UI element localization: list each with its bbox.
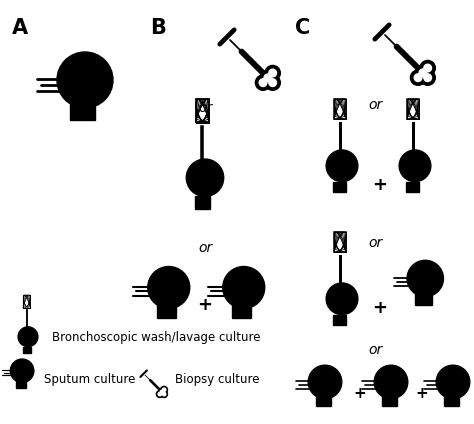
Circle shape xyxy=(264,74,272,82)
Wedge shape xyxy=(229,289,252,301)
Bar xyxy=(334,99,346,119)
Wedge shape xyxy=(404,167,421,176)
Wedge shape xyxy=(441,383,460,393)
Circle shape xyxy=(419,69,427,77)
Text: Sputum culture: Sputum culture xyxy=(44,374,136,387)
Circle shape xyxy=(161,386,167,393)
Text: or: or xyxy=(368,343,382,357)
Bar xyxy=(23,295,30,307)
Bar xyxy=(333,315,346,326)
Circle shape xyxy=(158,392,162,396)
Circle shape xyxy=(410,70,426,85)
Wedge shape xyxy=(313,383,332,393)
Circle shape xyxy=(163,392,166,396)
Circle shape xyxy=(414,74,422,81)
Text: +: + xyxy=(198,296,212,314)
Bar xyxy=(233,304,251,318)
Text: C: C xyxy=(295,18,310,38)
Bar xyxy=(23,347,31,353)
Bar xyxy=(382,395,397,406)
Text: or: or xyxy=(368,98,382,112)
Circle shape xyxy=(161,391,167,397)
Text: Bronchoscopic wash/lavage culture: Bronchoscopic wash/lavage culture xyxy=(52,332,261,344)
Circle shape xyxy=(259,79,267,86)
Text: or: or xyxy=(198,241,212,255)
Circle shape xyxy=(415,65,430,81)
Text: +: + xyxy=(373,299,388,317)
Circle shape xyxy=(255,75,271,90)
Circle shape xyxy=(436,365,470,399)
Circle shape xyxy=(424,74,431,81)
Bar xyxy=(333,181,346,192)
Circle shape xyxy=(424,64,431,72)
Bar xyxy=(334,232,346,252)
Text: or: or xyxy=(368,236,382,250)
Circle shape xyxy=(57,52,113,108)
Wedge shape xyxy=(379,383,398,393)
Circle shape xyxy=(223,267,265,309)
Bar xyxy=(196,99,209,123)
Wedge shape xyxy=(191,179,212,190)
Circle shape xyxy=(18,327,38,347)
Bar xyxy=(406,181,419,192)
Circle shape xyxy=(265,75,280,90)
Circle shape xyxy=(260,70,275,86)
Wedge shape xyxy=(412,280,432,290)
Bar xyxy=(157,304,176,318)
Text: +: + xyxy=(416,385,428,401)
Bar xyxy=(70,102,95,120)
Wedge shape xyxy=(21,338,32,343)
Circle shape xyxy=(148,267,190,309)
Text: Biopsy culture: Biopsy culture xyxy=(175,374,259,387)
Circle shape xyxy=(420,60,435,76)
Circle shape xyxy=(186,159,224,196)
Bar xyxy=(316,395,331,406)
Bar xyxy=(195,196,210,209)
Circle shape xyxy=(399,150,431,181)
Bar xyxy=(407,99,419,119)
Circle shape xyxy=(163,388,166,391)
Circle shape xyxy=(156,391,163,397)
Text: or: or xyxy=(198,101,212,115)
Wedge shape xyxy=(154,289,177,301)
Circle shape xyxy=(269,79,276,86)
Bar xyxy=(444,395,459,406)
Circle shape xyxy=(160,390,164,393)
Circle shape xyxy=(407,260,444,297)
Text: +: + xyxy=(373,176,388,194)
Text: B: B xyxy=(150,18,166,38)
Wedge shape xyxy=(330,300,348,309)
Circle shape xyxy=(308,365,342,399)
Circle shape xyxy=(420,70,435,85)
Circle shape xyxy=(326,283,358,315)
Bar xyxy=(16,380,26,388)
Text: A: A xyxy=(12,18,28,38)
Text: +: + xyxy=(354,385,366,401)
Bar xyxy=(416,293,432,304)
Circle shape xyxy=(265,65,280,81)
Circle shape xyxy=(374,365,408,399)
Wedge shape xyxy=(14,372,27,378)
Wedge shape xyxy=(330,167,348,176)
Circle shape xyxy=(10,359,34,382)
Circle shape xyxy=(158,388,165,395)
Circle shape xyxy=(326,150,358,181)
Circle shape xyxy=(269,69,276,77)
Wedge shape xyxy=(65,82,96,98)
